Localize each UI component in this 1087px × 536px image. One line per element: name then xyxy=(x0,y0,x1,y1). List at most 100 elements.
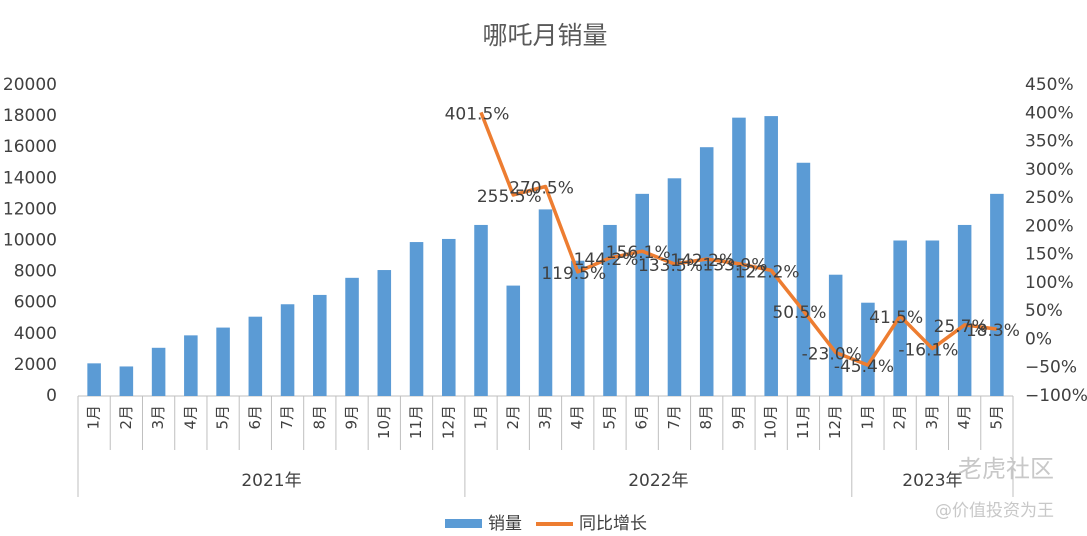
bar xyxy=(796,162,811,396)
x-tick-label: 12月 xyxy=(826,405,844,439)
bar xyxy=(377,270,392,396)
data-label: -16.1% xyxy=(898,341,958,361)
data-label: 50.5% xyxy=(772,303,826,323)
legend-label: 同比增长 xyxy=(579,514,647,534)
legend-label: 销量 xyxy=(488,514,522,534)
y-tick-label: 12000 xyxy=(3,199,57,219)
x-tick-label: 7月 xyxy=(278,405,296,430)
x-tick-label: 7月 xyxy=(665,405,683,430)
bar xyxy=(925,240,940,396)
bar xyxy=(87,363,101,396)
data-label: 119.5% xyxy=(541,264,606,284)
y-tick-label: 10000 xyxy=(3,231,57,251)
x-tick-label: 2月 xyxy=(117,405,135,430)
bar xyxy=(990,193,1004,396)
y-tick-label: 6000 xyxy=(14,293,57,313)
y-tick-label: 18000 xyxy=(3,106,57,126)
bar xyxy=(699,147,714,396)
x-tick-label: 4月 xyxy=(955,405,973,430)
x-tick-label: 6月 xyxy=(246,405,264,430)
data-label: 133.5% xyxy=(638,256,703,276)
y-tick-label: 14000 xyxy=(3,168,57,188)
group-label: 2021年 xyxy=(241,471,301,491)
bar xyxy=(570,260,585,396)
x-tick-label: 5月 xyxy=(214,405,232,430)
watermark: 老虎社区 xyxy=(958,455,1054,483)
x-tick-label: 10月 xyxy=(762,405,780,439)
group-label: 2022年 xyxy=(628,471,688,491)
y-tick-label: 4000 xyxy=(14,324,57,344)
x-tick-label: 3月 xyxy=(149,405,167,430)
x-tick-label: 3月 xyxy=(923,405,941,430)
y2-tick-label: 400% xyxy=(1025,103,1074,123)
line xyxy=(479,111,998,367)
y-tick-label: 20000 xyxy=(3,75,57,95)
x-tick-label: 10月 xyxy=(375,405,393,439)
data-label: 25.7% xyxy=(934,317,988,337)
x-tick-label: 12月 xyxy=(439,405,457,439)
x-tick-label: 1月 xyxy=(85,405,103,430)
data-label: 18.3% xyxy=(966,321,1020,341)
x-tick-label: 2月 xyxy=(891,405,909,430)
y2-tick-label: 100% xyxy=(1025,273,1074,293)
watermark: @价值投资为王 xyxy=(935,501,1054,521)
x-tick-label: 11月 xyxy=(407,405,425,439)
bar xyxy=(732,117,746,396)
bar xyxy=(474,224,488,396)
x-tick-label: 9月 xyxy=(729,405,747,430)
legend-swatch xyxy=(445,519,482,528)
data-label: 156.1% xyxy=(606,243,671,263)
y2-tick-label: 150% xyxy=(1025,245,1074,265)
chart-title: 哪吒月销量 xyxy=(482,21,607,50)
data-label: 122.2% xyxy=(735,262,800,282)
x-tick-label: 9月 xyxy=(343,405,361,430)
data-label: -45.4% xyxy=(834,357,894,377)
x-tick-label: 5月 xyxy=(987,405,1005,430)
bar xyxy=(119,366,134,396)
data-label: 270.5% xyxy=(509,178,574,198)
y2-tick-label: 450% xyxy=(1025,75,1074,95)
data-label: 144.2% xyxy=(574,250,639,270)
bar xyxy=(442,238,456,396)
x-tick-label: 6月 xyxy=(633,405,651,430)
y2-tick-label: −100% xyxy=(1025,386,1087,406)
bar xyxy=(667,178,682,396)
data-label: 401.5% xyxy=(445,104,510,124)
y-tick-label: 8000 xyxy=(14,262,57,282)
bar xyxy=(216,327,230,396)
bar xyxy=(635,193,649,396)
y-tick-label: 16000 xyxy=(3,137,57,157)
y2-tick-label: 50% xyxy=(1025,301,1063,321)
y-tick-label: 0 xyxy=(46,386,57,406)
y2-tick-label: −50% xyxy=(1025,358,1077,378)
x-tick-label: 5月 xyxy=(600,405,618,430)
bar xyxy=(151,347,166,396)
bar xyxy=(538,209,553,396)
data-label: 255.5% xyxy=(477,187,542,207)
x-tick-label: 3月 xyxy=(536,405,554,430)
bar xyxy=(184,335,198,396)
x-tick-label: 1月 xyxy=(858,405,876,430)
x-tick-label: 4月 xyxy=(568,405,586,430)
bar xyxy=(603,224,617,396)
x-tick-label: 4月 xyxy=(181,405,199,430)
y2-tick-label: 200% xyxy=(1025,216,1074,236)
y2-tick-label: 250% xyxy=(1025,188,1074,208)
group-label: 2023年 xyxy=(902,471,962,491)
data-label: 142.2% xyxy=(670,251,735,271)
bar xyxy=(764,116,778,396)
bar xyxy=(506,285,521,396)
y2-tick-label: 300% xyxy=(1025,160,1074,180)
y2-tick-label: 350% xyxy=(1025,132,1074,152)
data-label: -23.0% xyxy=(802,344,862,364)
bar xyxy=(861,302,875,396)
x-tick-label: 8月 xyxy=(310,405,328,430)
bar xyxy=(828,274,843,396)
bar xyxy=(280,304,295,396)
x-tick-label: 11月 xyxy=(794,405,812,439)
bar xyxy=(313,294,327,396)
data-label: 41.5% xyxy=(869,308,923,328)
bar xyxy=(345,277,359,396)
